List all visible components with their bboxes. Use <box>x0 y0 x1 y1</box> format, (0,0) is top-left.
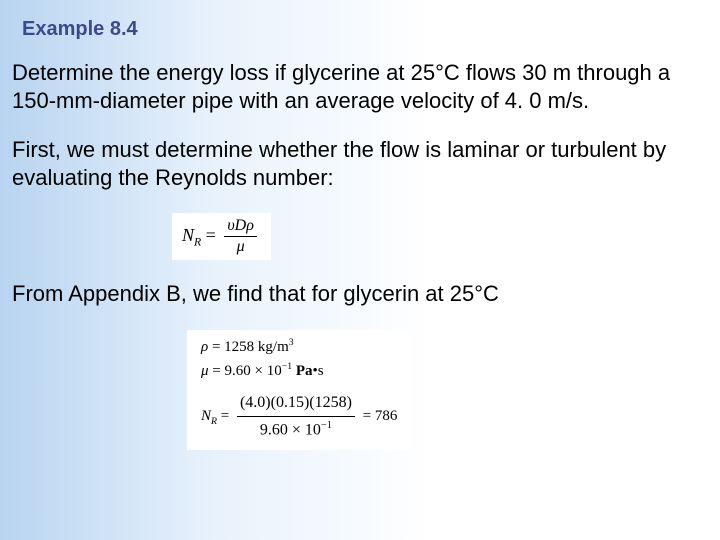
calc-result: 786 <box>375 408 398 424</box>
calc-symbol: N <box>201 408 211 424</box>
appendix-intro: From Appendix B, we find that for glycer… <box>12 280 708 308</box>
calc-subscript: R <box>211 416 217 427</box>
mu-row: μ = 9.60 × 10−1 Pa•s <box>201 360 397 383</box>
mu-exponent: −1 <box>282 361 292 372</box>
calc-numerator: (4.0)(0.15)(1258) <box>237 391 355 417</box>
mu-unit-bold: Pa <box>296 363 313 379</box>
mu-unit-rest: s <box>318 363 324 379</box>
reynolds-formula: NR = υDρ μ <box>172 213 271 260</box>
example-title: Example 8.4 <box>22 18 708 41</box>
approach-text: First, we must determine whether the flo… <box>12 136 708 191</box>
appendix-values: ρ = 1258 kg/m3 μ = 9.60 × 10−1 Pa•s NR =… <box>187 330 411 450</box>
rho-row: ρ = 1258 kg/m3 <box>201 336 397 359</box>
calc-fraction: (4.0)(0.15)(1258) 9.60 × 10−1 <box>237 391 355 442</box>
rho-exponent: 3 <box>289 337 294 348</box>
problem-statement: Determine the energy loss if glycerine a… <box>12 59 708 114</box>
reynolds-numerator: υDρ <box>224 217 257 237</box>
mu-symbol: μ <box>201 363 209 379</box>
calc-den-exp: −1 <box>321 420 332 431</box>
calc-den-coeff: 9.60 × 10 <box>260 421 321 438</box>
reynolds-fraction: υDρ μ <box>224 217 257 256</box>
mu-coeff: 9.60 × 10 <box>225 363 282 379</box>
reynolds-subscript: R <box>194 235 201 248</box>
rho-value: 1258 kg/m <box>224 339 289 355</box>
calc-row: NR = (4.0)(0.15)(1258) 9.60 × 10−1 = 786 <box>201 391 397 442</box>
reynolds-symbol: N <box>182 225 194 245</box>
slide-container: Example 8.4 Determine the energy loss if… <box>0 0 720 540</box>
reynolds-denominator: μ <box>224 237 257 256</box>
calc-denominator: 9.60 × 10−1 <box>237 417 355 442</box>
rho-symbol: ρ <box>201 339 208 355</box>
